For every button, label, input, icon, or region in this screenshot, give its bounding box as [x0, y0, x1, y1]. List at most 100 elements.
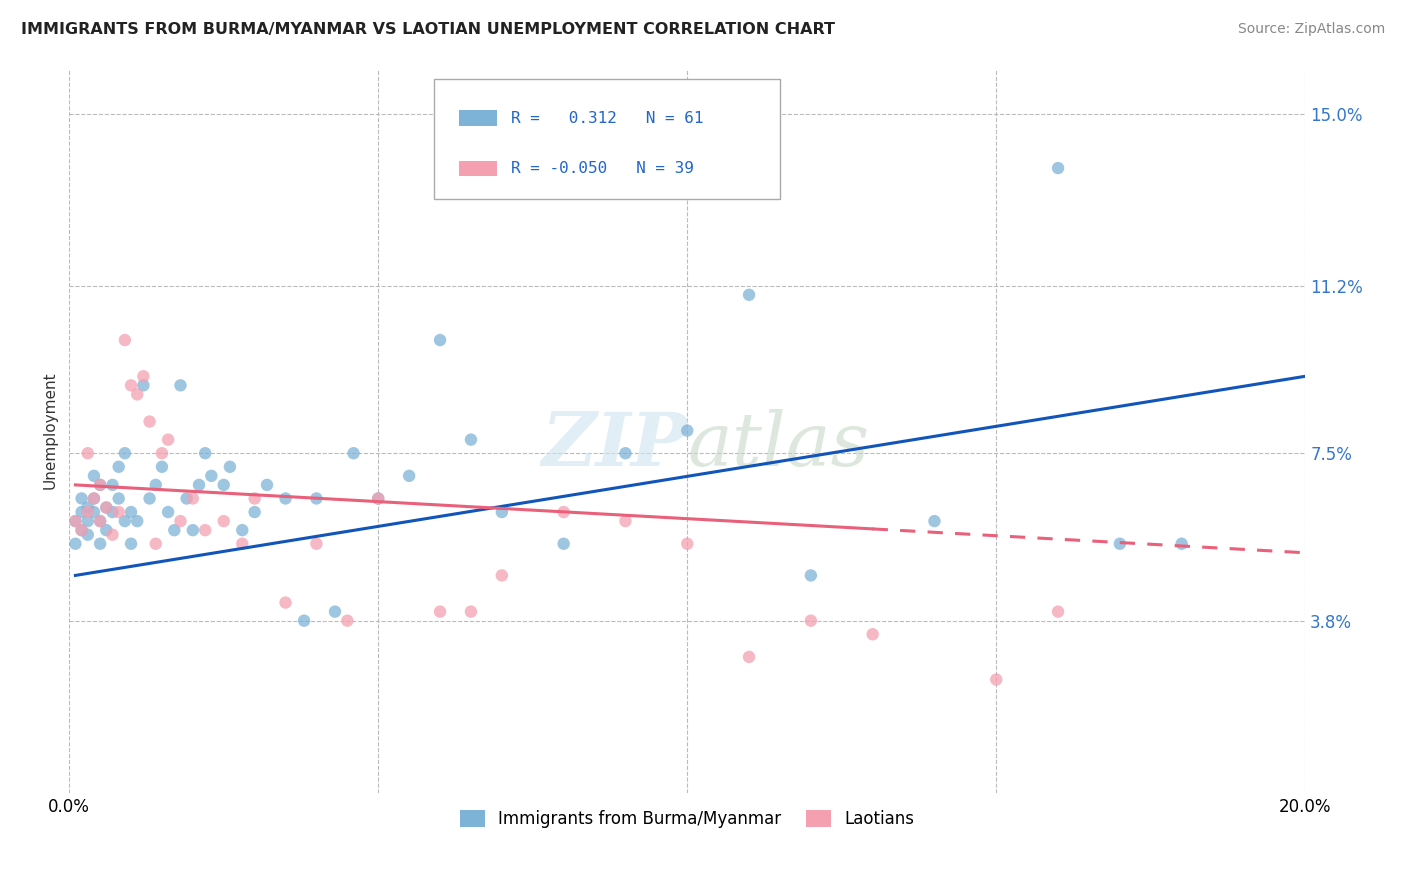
Point [70, 523, 93, 537]
Point [429, 333, 451, 347]
Point [491, 568, 513, 582]
Point [429, 605, 451, 619]
Point [132, 369, 155, 384]
Point [862, 627, 884, 641]
Point [120, 378, 142, 392]
FancyBboxPatch shape [434, 79, 780, 199]
Point [107, 505, 129, 519]
Point [336, 614, 359, 628]
Point [274, 596, 297, 610]
Point [89, 478, 111, 492]
FancyBboxPatch shape [458, 161, 496, 177]
Point [83, 491, 105, 506]
Point [491, 505, 513, 519]
Point [89, 537, 111, 551]
Point [194, 523, 217, 537]
Point [676, 424, 699, 438]
Text: IMMIGRANTS FROM BURMA/MYANMAR VS LAOTIAN UNEMPLOYMENT CORRELATION CHART: IMMIGRANTS FROM BURMA/MYANMAR VS LAOTIAN… [21, 22, 835, 37]
Point [83, 468, 105, 483]
Point [212, 514, 235, 528]
Point [243, 505, 266, 519]
Point [83, 491, 105, 506]
Point [676, 537, 699, 551]
Point [323, 605, 346, 619]
Point [231, 523, 253, 537]
Point [738, 288, 761, 302]
Point [76, 500, 98, 515]
Point [305, 491, 328, 506]
Point [96, 523, 118, 537]
Point [367, 491, 389, 506]
Point [127, 514, 149, 528]
Point [553, 505, 575, 519]
Point [65, 514, 87, 528]
Point [738, 649, 761, 664]
Point [107, 459, 129, 474]
Text: R = -0.050   N = 39: R = -0.050 N = 39 [512, 161, 695, 176]
Text: ZIP: ZIP [541, 409, 688, 482]
Point [614, 446, 637, 460]
Point [132, 378, 155, 392]
Text: atlas: atlas [688, 409, 869, 482]
Point [101, 527, 124, 541]
Point [107, 491, 129, 506]
Point [1170, 537, 1192, 551]
Point [800, 568, 823, 582]
Point [89, 478, 111, 492]
Point [89, 514, 111, 528]
Point [101, 505, 124, 519]
Point [70, 491, 93, 506]
Point [800, 614, 823, 628]
Point [157, 433, 180, 447]
Point [127, 387, 149, 401]
Point [150, 459, 173, 474]
Point [96, 500, 118, 515]
Point [114, 446, 136, 460]
Point [460, 433, 482, 447]
Point [292, 614, 315, 628]
Point [150, 446, 173, 460]
Y-axis label: Unemployment: Unemployment [44, 372, 58, 490]
Point [460, 605, 482, 619]
Point [305, 537, 328, 551]
Point [231, 537, 253, 551]
Point [76, 527, 98, 541]
Point [96, 500, 118, 515]
Point [274, 491, 297, 506]
Point [367, 491, 389, 506]
Text: Source: ZipAtlas.com: Source: ZipAtlas.com [1237, 22, 1385, 37]
Text: R =   0.312   N = 61: R = 0.312 N = 61 [512, 111, 704, 126]
Point [924, 514, 946, 528]
Point [120, 505, 142, 519]
FancyBboxPatch shape [458, 110, 496, 126]
Point [176, 491, 198, 506]
Point [163, 523, 186, 537]
Point [200, 468, 222, 483]
Point [76, 446, 98, 460]
Point [194, 446, 217, 460]
Point [89, 514, 111, 528]
Point [70, 505, 93, 519]
Point [398, 468, 420, 483]
Point [1108, 537, 1130, 551]
Point [157, 505, 180, 519]
Point [114, 514, 136, 528]
Point [342, 446, 364, 460]
Point [1047, 605, 1070, 619]
Point [181, 491, 204, 506]
Point [986, 673, 1008, 687]
Point [114, 333, 136, 347]
Point [553, 537, 575, 551]
Point [65, 537, 87, 551]
Point [138, 491, 160, 506]
Point [243, 491, 266, 506]
Point [219, 459, 242, 474]
Point [169, 514, 191, 528]
Point [138, 415, 160, 429]
Point [83, 505, 105, 519]
Point [120, 537, 142, 551]
Point [181, 523, 204, 537]
Point [101, 478, 124, 492]
Point [145, 478, 167, 492]
Point [212, 478, 235, 492]
